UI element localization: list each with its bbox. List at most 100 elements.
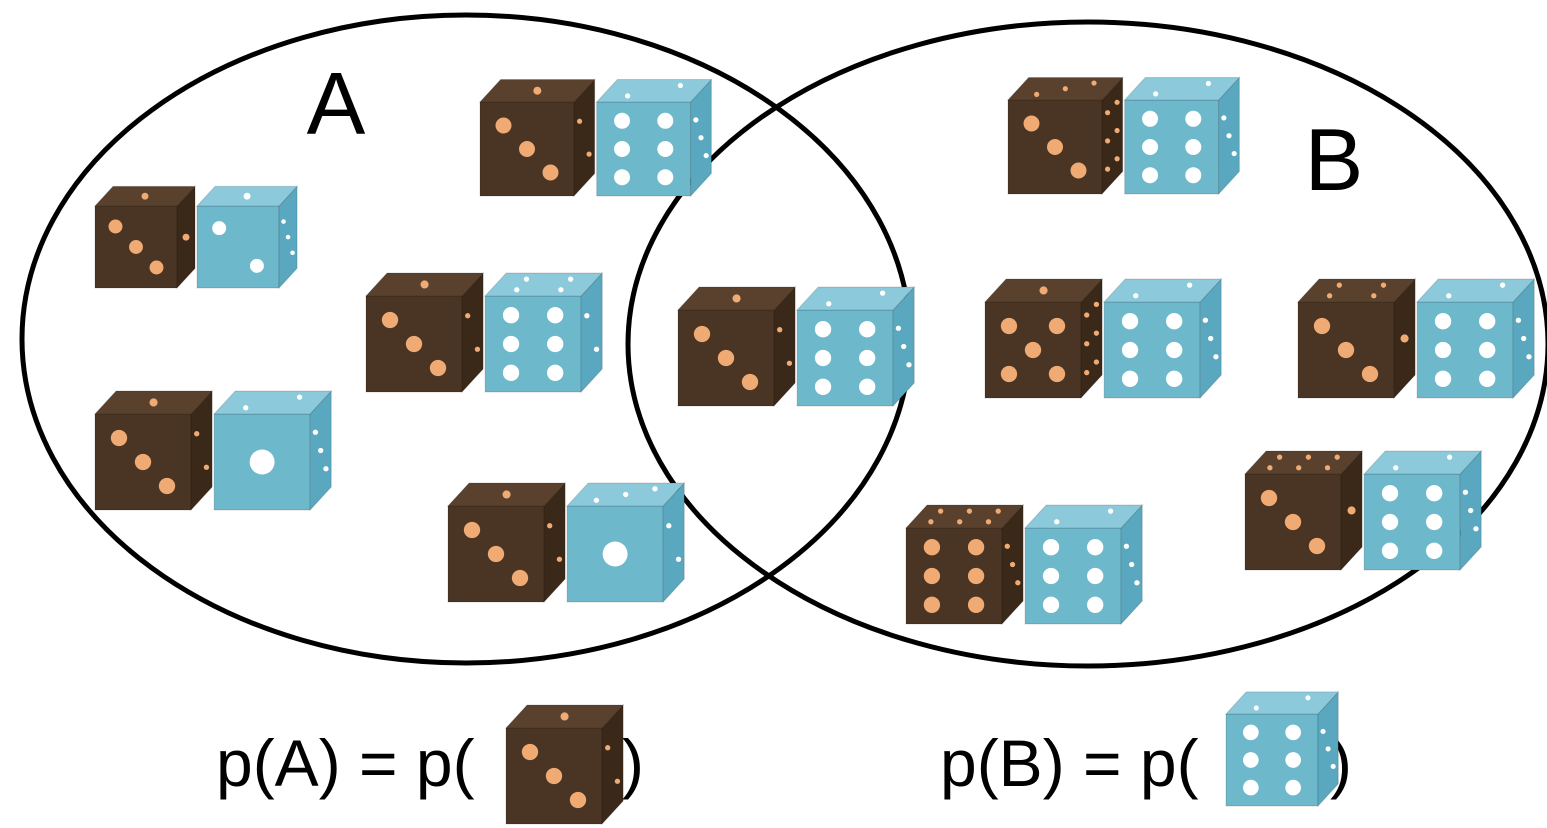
brown-die bbox=[446, 481, 567, 604]
die-front-face bbox=[196, 205, 280, 289]
die-pip bbox=[514, 287, 520, 293]
die-top-face bbox=[1023, 504, 1144, 529]
die-pip bbox=[923, 567, 941, 585]
die-pip bbox=[547, 364, 564, 381]
die-pip bbox=[547, 335, 564, 353]
die-pip bbox=[1434, 370, 1452, 387]
die-pip bbox=[542, 164, 559, 181]
die-pip bbox=[1347, 506, 1356, 515]
brown-die bbox=[676, 285, 797, 408]
die-pip bbox=[625, 93, 631, 99]
die-pip bbox=[1121, 313, 1139, 330]
die-pip bbox=[923, 596, 941, 613]
die-pip bbox=[937, 508, 944, 514]
set-a-label: A bbox=[307, 54, 366, 153]
die-pip bbox=[1142, 167, 1159, 184]
die-pip bbox=[1231, 150, 1237, 157]
die-side-face bbox=[773, 285, 796, 408]
die-pip bbox=[895, 325, 902, 331]
die-pip bbox=[249, 258, 264, 273]
die-front-face bbox=[484, 295, 582, 393]
die-top-face bbox=[1224, 691, 1340, 715]
die-pip bbox=[1133, 293, 1139, 299]
die-pip bbox=[1479, 313, 1496, 330]
die-pip bbox=[523, 276, 530, 282]
die-pip bbox=[1070, 162, 1087, 179]
die-pip bbox=[657, 169, 674, 186]
die-front-face bbox=[796, 309, 894, 407]
die-pip bbox=[110, 429, 128, 447]
die-pip bbox=[623, 491, 629, 498]
die-side-face bbox=[580, 271, 603, 394]
die-pip bbox=[786, 360, 793, 366]
die-pip bbox=[203, 464, 210, 470]
die-pip bbox=[584, 313, 590, 319]
die-pip bbox=[323, 466, 329, 472]
brown-die bbox=[904, 503, 1025, 626]
die-pip bbox=[657, 141, 674, 157]
die-pip bbox=[652, 486, 658, 492]
die-side-face bbox=[1101, 76, 1124, 196]
die-front-face bbox=[1363, 473, 1461, 571]
die-pip bbox=[1267, 465, 1273, 471]
die-pip bbox=[1166, 370, 1183, 387]
die-pip bbox=[1208, 335, 1214, 342]
die-pip bbox=[1084, 312, 1090, 318]
die-pip bbox=[243, 405, 249, 411]
die-pip bbox=[1380, 282, 1387, 288]
die-pip bbox=[576, 118, 583, 124]
die-front-face bbox=[596, 101, 692, 197]
die-pip bbox=[859, 378, 876, 395]
die-pip bbox=[249, 449, 275, 475]
die-pip bbox=[717, 349, 735, 367]
dice-pair bbox=[93, 389, 333, 512]
die-pip bbox=[1185, 139, 1202, 155]
die-pip bbox=[1320, 728, 1326, 735]
blue-die bbox=[565, 481, 686, 604]
die-pip bbox=[1114, 156, 1120, 162]
die-pip bbox=[1042, 539, 1060, 556]
die-pip bbox=[1121, 341, 1139, 359]
die-pip bbox=[1114, 99, 1120, 105]
die-pip bbox=[558, 287, 564, 293]
die-pip bbox=[693, 325, 711, 343]
dice-pair bbox=[1243, 449, 1483, 572]
die-pip bbox=[547, 307, 564, 324]
die-pip bbox=[814, 378, 832, 395]
die-pip bbox=[1446, 293, 1452, 299]
dice-pair bbox=[364, 271, 604, 394]
die-pip bbox=[158, 477, 176, 495]
brown-die bbox=[1296, 277, 1417, 400]
die-pip bbox=[502, 335, 520, 353]
die-pip bbox=[826, 301, 832, 307]
die-pip bbox=[1499, 282, 1506, 288]
die-pip bbox=[1426, 542, 1443, 559]
die-pip bbox=[814, 349, 832, 367]
die-pip bbox=[290, 250, 295, 256]
die-pip bbox=[495, 117, 512, 134]
die-pip bbox=[995, 508, 1001, 514]
die-pip bbox=[1462, 489, 1469, 495]
die-pip bbox=[281, 219, 286, 224]
die-pip bbox=[602, 541, 628, 567]
die-pip bbox=[1107, 508, 1114, 514]
die-pip bbox=[1202, 317, 1209, 323]
die-pip bbox=[381, 311, 399, 329]
blue-die bbox=[1224, 690, 1340, 808]
die-pip bbox=[511, 569, 529, 587]
die-pip bbox=[593, 346, 600, 352]
die-pip bbox=[1048, 317, 1066, 335]
die-front-face bbox=[1024, 527, 1122, 625]
die-pip bbox=[906, 362, 912, 368]
die-pip bbox=[1515, 317, 1522, 323]
die-pip bbox=[1185, 167, 1202, 184]
die-pip bbox=[474, 346, 481, 352]
die-pip bbox=[967, 567, 985, 585]
die-pip bbox=[521, 743, 539, 761]
brown-die bbox=[364, 271, 485, 394]
die-pip bbox=[1285, 779, 1301, 796]
die-pip bbox=[1087, 596, 1104, 613]
dice-pair bbox=[1006, 76, 1241, 196]
die-pip bbox=[1024, 341, 1042, 359]
die-pip bbox=[519, 141, 535, 157]
